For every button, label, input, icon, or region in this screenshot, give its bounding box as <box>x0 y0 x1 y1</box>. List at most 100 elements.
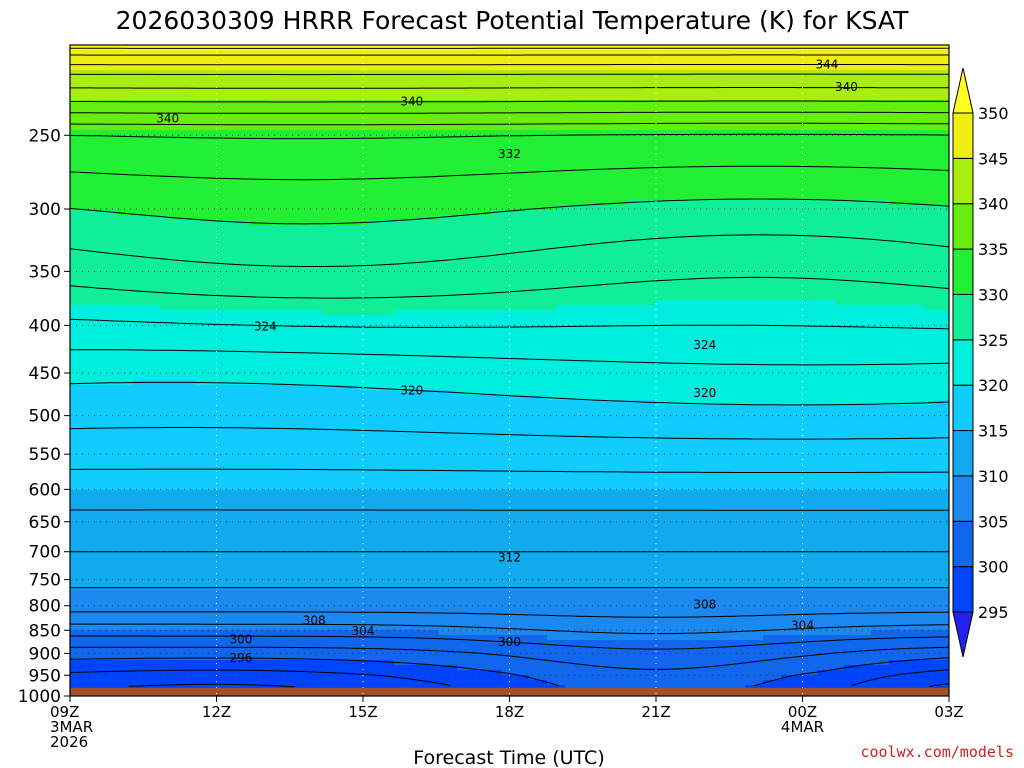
fill-cell <box>781 200 791 206</box>
fill-cell <box>772 90 782 96</box>
fill-cell <box>394 100 404 106</box>
fill-cell <box>448 225 458 231</box>
fill-cell <box>358 250 368 256</box>
fill-cell <box>250 270 260 276</box>
fill-cell <box>394 80 404 86</box>
fill-cell <box>430 135 440 141</box>
fill-cell <box>205 215 215 221</box>
fill-cell <box>916 55 926 61</box>
fill-cell <box>583 185 593 191</box>
fill-cell <box>214 100 224 106</box>
fill-cell <box>745 215 755 221</box>
fill-cell <box>457 65 467 71</box>
fill-cell <box>511 95 521 101</box>
fill-cell <box>250 275 260 281</box>
fill-cell <box>394 55 404 61</box>
fill-cell <box>871 260 881 266</box>
fill-cell <box>601 60 611 66</box>
fill-cell <box>394 45 404 51</box>
fill-cell <box>655 285 665 291</box>
fill-cell <box>592 60 602 66</box>
fill-cell <box>484 230 494 236</box>
fill-cell <box>178 270 188 276</box>
fill-cell <box>142 180 152 186</box>
fill-cell <box>673 130 683 136</box>
fill-cell <box>943 215 949 221</box>
fill-cell <box>691 215 701 221</box>
chart-title: 2026030309 HRRR Forecast Potential Tempe… <box>116 6 909 35</box>
fill-cell <box>916 140 926 146</box>
fill-cell <box>133 50 143 56</box>
fill-cell <box>277 95 287 101</box>
fill-cell <box>547 170 557 176</box>
fill-cell <box>916 195 926 201</box>
fill-cell <box>682 275 692 281</box>
fill-cell <box>520 220 530 226</box>
fill-cell <box>484 75 494 81</box>
fill-cell <box>187 280 197 286</box>
fill-cell <box>277 175 287 181</box>
fill-cell <box>709 100 719 106</box>
fill-cell <box>124 160 134 166</box>
fill-cell <box>331 80 341 86</box>
fill-cell <box>763 125 773 131</box>
fill-cell <box>790 285 800 291</box>
fill-cell <box>367 160 377 166</box>
fill-cell <box>835 155 845 161</box>
fill-cell <box>412 145 422 151</box>
fill-cell <box>889 150 899 156</box>
fill-cell <box>484 125 494 131</box>
fill-cell <box>430 155 440 161</box>
fill-cell <box>817 290 827 296</box>
fill-cell <box>610 235 620 241</box>
fill-cell <box>520 175 530 181</box>
fill-cell <box>97 195 107 201</box>
fill-cell <box>709 235 719 241</box>
fill-cell <box>160 155 170 161</box>
fill-cell <box>700 155 710 161</box>
fill-cell <box>358 270 368 276</box>
fill-cell <box>925 90 935 96</box>
fill-cell <box>340 280 350 286</box>
fill-cell <box>736 100 746 106</box>
fill-cell <box>169 125 179 131</box>
fill-cell <box>574 130 584 136</box>
fill-cell <box>205 130 215 136</box>
fill-cell <box>331 70 341 76</box>
fill-cell <box>511 265 521 271</box>
fill-cell <box>583 200 593 206</box>
fill-cell <box>259 195 269 201</box>
fill-cell <box>619 65 629 71</box>
fill-cell <box>385 205 395 211</box>
fill-cell <box>232 95 242 101</box>
fill-cell <box>232 245 242 251</box>
fill-cell <box>943 120 949 126</box>
fill-cell <box>709 160 719 166</box>
fill-cell <box>142 140 152 146</box>
fill-cell <box>358 60 368 66</box>
fill-cell <box>268 225 278 231</box>
fill-cell <box>484 265 494 271</box>
fill-cell <box>754 205 764 211</box>
fill-cell <box>502 80 512 86</box>
fill-cell <box>817 225 827 231</box>
fill-cell <box>835 265 845 271</box>
fill-cell <box>385 265 395 271</box>
fill-cell <box>187 255 197 261</box>
fill-cell <box>763 80 773 86</box>
fill-cell <box>187 120 197 126</box>
fill-cell <box>736 210 746 216</box>
fill-cell <box>313 145 323 151</box>
fill-cell <box>223 80 233 86</box>
fill-cell <box>79 105 89 111</box>
fill-cell <box>673 80 683 86</box>
fill-cell <box>637 205 647 211</box>
fill-cell <box>223 200 233 206</box>
fill-cell <box>457 60 467 66</box>
fill-cell <box>133 270 143 276</box>
fill-cell <box>547 50 557 56</box>
fill-cell <box>745 165 755 171</box>
fill-cell <box>745 290 755 296</box>
fill-cell <box>421 50 431 56</box>
fill-cell <box>754 145 764 151</box>
